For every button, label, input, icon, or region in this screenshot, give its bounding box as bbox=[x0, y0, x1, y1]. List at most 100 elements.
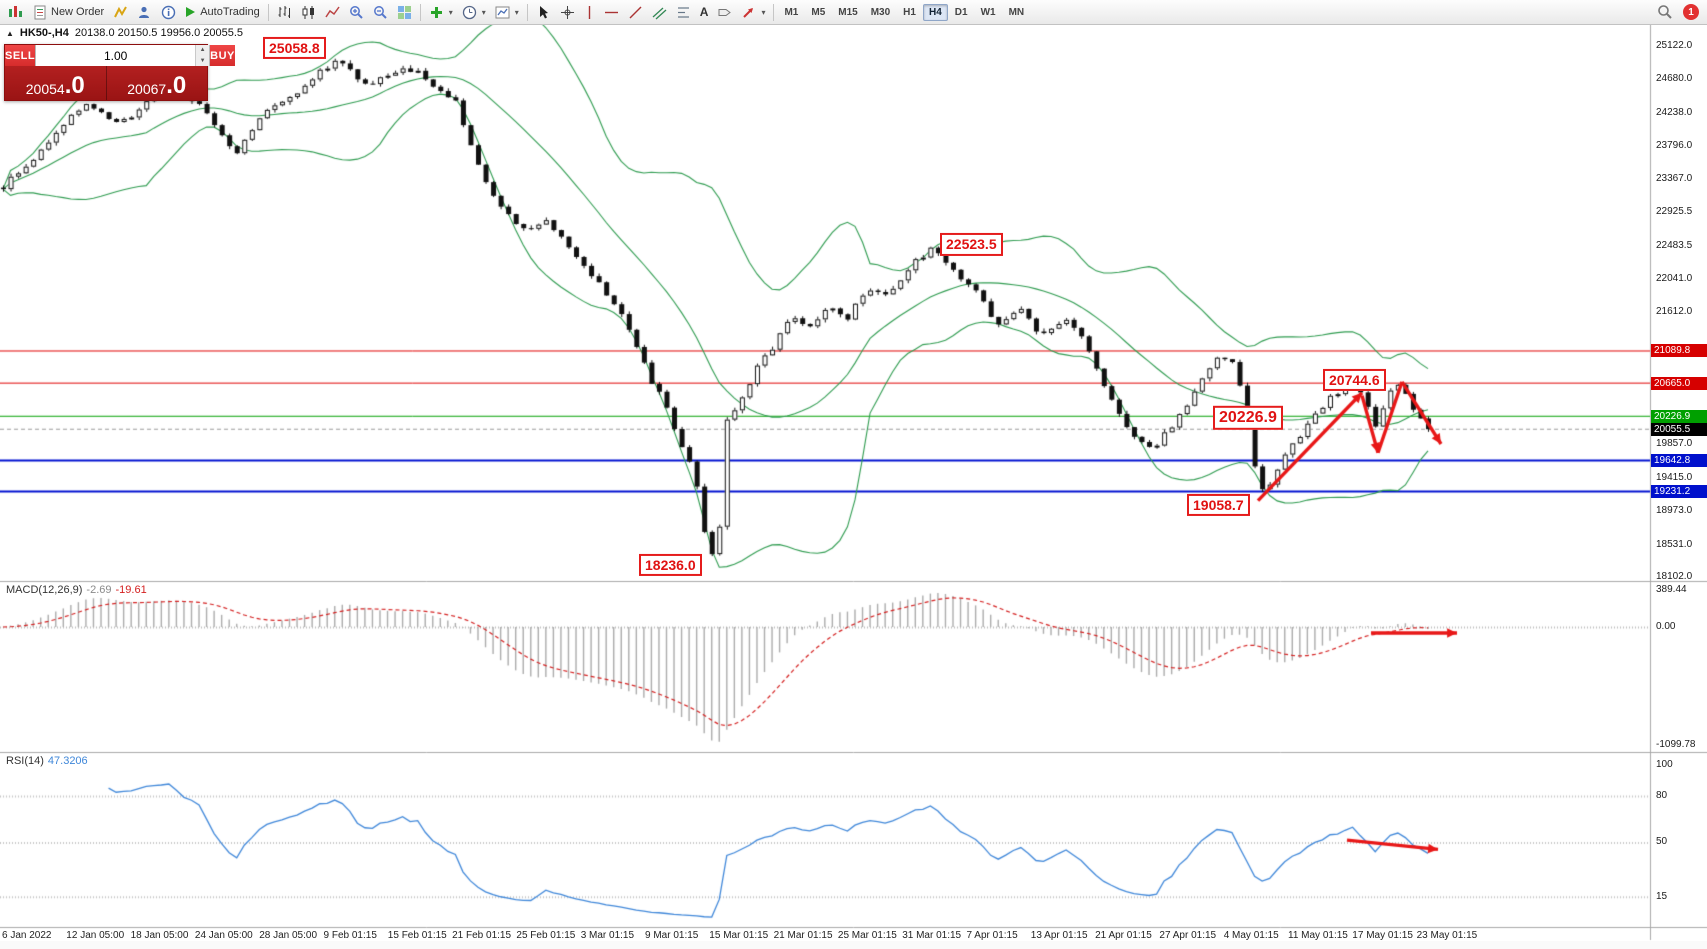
candlestick-chart-button[interactable] bbox=[297, 3, 320, 21]
crosshair-icon bbox=[560, 5, 575, 20]
window-bottom-margin bbox=[0, 941, 1707, 949]
timeframe-toolbar: M1 M5 M15 M30 H1 H4 D1 W1 MN bbox=[778, 3, 1030, 21]
line-chart-button[interactable] bbox=[321, 3, 344, 21]
price-annotation[interactable]: 20744.6 bbox=[1323, 368, 1386, 391]
zoom-in-button[interactable] bbox=[345, 3, 368, 21]
time-axis-label: 21 Mar 01:15 bbox=[773, 930, 833, 941]
time-axis-label: 9 Feb 01:15 bbox=[323, 930, 377, 941]
text-label-button[interactable] bbox=[713, 3, 736, 21]
tile-windows-button[interactable] bbox=[393, 3, 416, 21]
cursor-icon bbox=[536, 5, 551, 20]
time-axis-label: 21 Apr 01:15 bbox=[1095, 930, 1152, 941]
macd-axis-label: 0.00 bbox=[1656, 621, 1676, 632]
timeframe-m1[interactable]: M1 bbox=[784, 6, 799, 18]
time-axis-label: 25 Mar 01:15 bbox=[837, 930, 897, 941]
trendline-icon bbox=[628, 5, 643, 20]
new-order-button[interactable]: New Order bbox=[29, 3, 108, 21]
time-axis-label: 13 Apr 01:15 bbox=[1030, 930, 1088, 941]
periods-button[interactable]: ▾ bbox=[458, 3, 490, 21]
new-order-label: New Order bbox=[51, 6, 105, 18]
volume-decrease-button[interactable]: ▼ bbox=[196, 55, 210, 66]
autotrading-play-icon bbox=[185, 6, 196, 18]
templates-button[interactable]: ▾ bbox=[491, 3, 523, 21]
one-click-trade-panel: SELL ▲ ▼ BUY 20054 .0 20067 .0 bbox=[4, 44, 235, 101]
price-tag: 20665.0 bbox=[1651, 376, 1707, 390]
symbol-period-label: HK50-,H4 bbox=[19, 27, 69, 39]
macd-main-value: -2.69 bbox=[86, 584, 112, 596]
horizontal-line-button[interactable] bbox=[600, 3, 623, 21]
time-axis-label: 7 Apr 01:15 bbox=[966, 930, 1018, 941]
timeframe-mn[interactable]: MN bbox=[1008, 6, 1025, 18]
market-watch-button[interactable] bbox=[109, 3, 132, 21]
text-button[interactable]: A bbox=[696, 3, 713, 21]
zoom-out-button[interactable] bbox=[369, 3, 392, 21]
price-tag: 19642.8 bbox=[1651, 453, 1707, 467]
price-annotation[interactable]: 18236.0 bbox=[639, 553, 702, 576]
volume-input[interactable] bbox=[36, 45, 196, 66]
timeframe-m15[interactable]: M15 bbox=[838, 6, 858, 18]
arrow-shape-icon bbox=[741, 5, 756, 20]
toolbar-separator bbox=[526, 3, 528, 21]
autotrading-button[interactable]: AutoTrading bbox=[181, 3, 264, 21]
price-axis-label: 18973.0 bbox=[1656, 505, 1693, 517]
data-window-button[interactable] bbox=[157, 3, 180, 21]
toolbar-separator bbox=[419, 3, 421, 21]
zoom-in-icon bbox=[349, 5, 364, 20]
volume-spinner: ▲ ▼ bbox=[195, 45, 210, 66]
search-button[interactable] bbox=[1653, 3, 1677, 21]
channel-icon bbox=[652, 5, 667, 20]
price-annotation[interactable]: 22523.5 bbox=[940, 233, 1003, 256]
price-annotation[interactable]: 19058.7 bbox=[1187, 493, 1250, 516]
channel-button[interactable] bbox=[648, 3, 671, 21]
price-axis-label: 21612.0 bbox=[1656, 305, 1693, 317]
navigator-icon bbox=[137, 5, 152, 20]
text-label-icon bbox=[717, 5, 732, 20]
timeframe-m30[interactable]: M30 bbox=[870, 6, 891, 18]
time-axis-label: 6 Jan 2022 bbox=[2, 930, 52, 941]
timeframe-w1[interactable]: W1 bbox=[980, 6, 996, 18]
price-axis-label: 18531.0 bbox=[1656, 538, 1693, 550]
timeframe-h4[interactable]: H4 bbox=[922, 3, 948, 21]
templates-icon bbox=[495, 5, 510, 20]
indicators-button[interactable]: ▾ bbox=[425, 3, 457, 21]
price-tag: 19231.2 bbox=[1651, 485, 1707, 499]
cursor-button[interactable] bbox=[532, 3, 555, 21]
timeframe-h1[interactable]: H1 bbox=[903, 6, 916, 18]
timeframe-d1[interactable]: D1 bbox=[954, 6, 968, 18]
time-axis-label: 9 Mar 01:15 bbox=[645, 930, 699, 941]
fibonacci-button[interactable] bbox=[672, 3, 695, 21]
new-order-icon bbox=[33, 5, 47, 20]
crosshair-button[interactable] bbox=[556, 3, 579, 21]
sell-price-large: .0 bbox=[64, 72, 85, 100]
bar-chart-button[interactable] bbox=[273, 3, 296, 21]
price-annotation[interactable]: 25058.8 bbox=[263, 37, 326, 60]
time-axis-label: 15 Feb 01:15 bbox=[387, 930, 447, 941]
price-axis-label: 25122.0 bbox=[1656, 40, 1693, 51]
price-axis-label: 19857.0 bbox=[1656, 438, 1693, 450]
data-window-icon bbox=[161, 5, 176, 20]
time-axis-label: 25 Feb 01:15 bbox=[516, 930, 576, 941]
sell-price[interactable]: 20054 .0 bbox=[5, 66, 106, 100]
notification-badge[interactable]: 1 bbox=[1683, 4, 1699, 20]
time-axis-label: 27 Apr 01:15 bbox=[1159, 930, 1217, 941]
rsi-axis-label: 50 bbox=[1656, 836, 1668, 848]
price-tag: 20226.9 bbox=[1651, 409, 1707, 423]
time-axis-label: 23 May 01:15 bbox=[1416, 930, 1478, 941]
candlestick-chart-icon bbox=[301, 5, 316, 20]
vertical-line-button[interactable] bbox=[580, 3, 599, 21]
rsi-value: 47.3206 bbox=[47, 755, 88, 767]
arrows-shapes-button[interactable]: ▾ bbox=[737, 3, 769, 21]
volume-box: ▲ ▼ bbox=[35, 45, 211, 66]
buy-price[interactable]: 20067 .0 bbox=[105, 66, 208, 100]
timeframe-m5[interactable]: M5 bbox=[811, 6, 826, 18]
navigator-button[interactable] bbox=[133, 3, 156, 21]
fibonacci-icon bbox=[676, 5, 691, 20]
price-annotation[interactable]: 20226.9 bbox=[1213, 405, 1283, 430]
buy-button[interactable]: BUY bbox=[210, 45, 235, 66]
price-axis-label: 24238.0 bbox=[1656, 106, 1693, 118]
macd-indicator-label: MACD(12,26,9) -2.69 -19.61 bbox=[6, 584, 147, 596]
trendline-button[interactable] bbox=[624, 3, 647, 21]
sell-button[interactable]: SELL bbox=[5, 45, 36, 66]
volume-increase-button[interactable]: ▲ bbox=[196, 45, 210, 56]
